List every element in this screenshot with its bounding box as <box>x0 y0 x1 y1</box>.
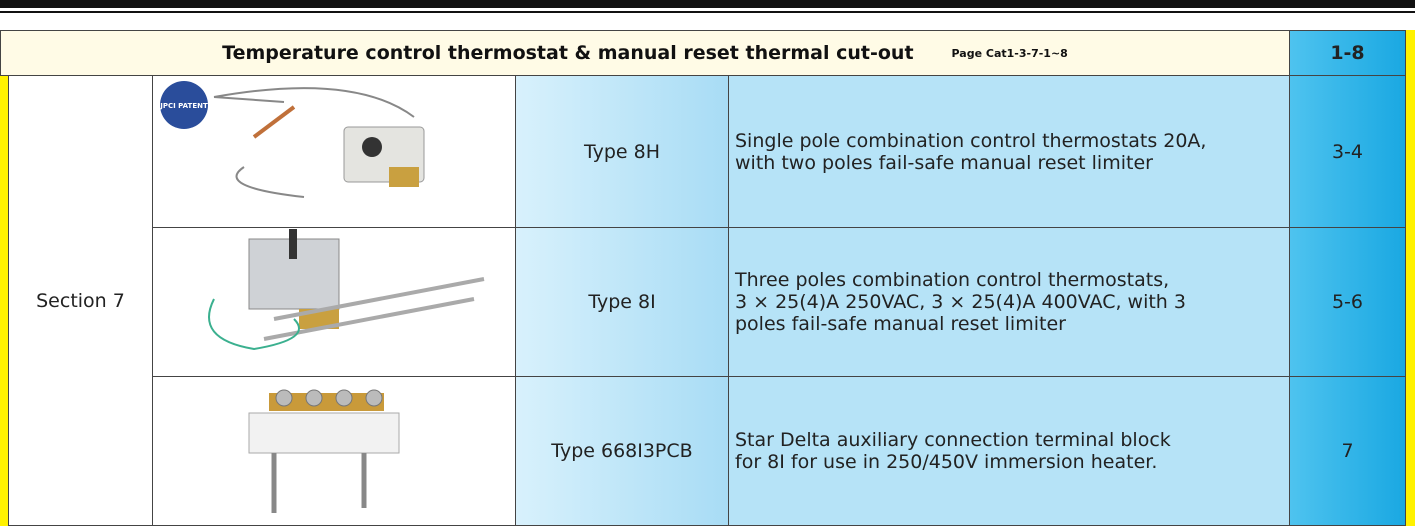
description-line: for 8I for use in 250/450V immersion hea… <box>735 451 1157 473</box>
title: Temperature control thermostat & manual … <box>222 42 913 64</box>
top-rule <box>0 0 1415 8</box>
section-cell: Section 7 <box>8 75 153 526</box>
product-image-cell: JPCI PATENT <box>152 75 516 228</box>
description-cell: Star Delta auxiliary connection terminal… <box>728 376 1290 526</box>
page: Temperature control thermostat & manual … <box>0 0 1415 526</box>
product-image <box>154 378 514 524</box>
product-image-cell <box>152 376 516 526</box>
product-image <box>154 229 514 375</box>
top-rule-thin <box>0 11 1415 13</box>
description-line: 3 × 25(4)A 250VAC, 3 × 25(4)A 400VAC, wi… <box>735 291 1186 313</box>
header-pages: 1-8 <box>1289 30 1406 76</box>
page-ref: Page Cat1-3-7-1~8 <box>952 47 1068 60</box>
edge-strip <box>1406 30 1415 526</box>
type-cell: Type 668I3PCB <box>515 376 729 526</box>
type-cell: Type 8H <box>515 75 729 228</box>
product-image-cell <box>152 227 516 377</box>
pages-cell: 7 <box>1289 376 1406 526</box>
pages-cell: 5-6 <box>1289 227 1406 377</box>
description-line: Star Delta auxiliary connection terminal… <box>735 429 1171 451</box>
edge-strip-left <box>0 76 8 526</box>
description-line: poles fail-safe manual reset limiter <box>735 313 1066 335</box>
description-line: Single pole combination control thermost… <box>735 130 1206 152</box>
product-image: JPCI PATENT <box>154 77 514 226</box>
description-line: Three poles combination control thermost… <box>735 269 1169 291</box>
description-line: with two poles fail-safe manual reset li… <box>735 152 1153 174</box>
description-cell: Single pole combination control thermost… <box>728 75 1290 228</box>
type-cell: Type 8I <box>515 227 729 377</box>
pages-cell: 3-4 <box>1289 75 1406 228</box>
description-cell: Three poles combination control thermost… <box>728 227 1290 377</box>
patent-badge: JPCI PATENT <box>159 102 208 110</box>
header: Temperature control thermostat & manual … <box>0 30 1290 76</box>
